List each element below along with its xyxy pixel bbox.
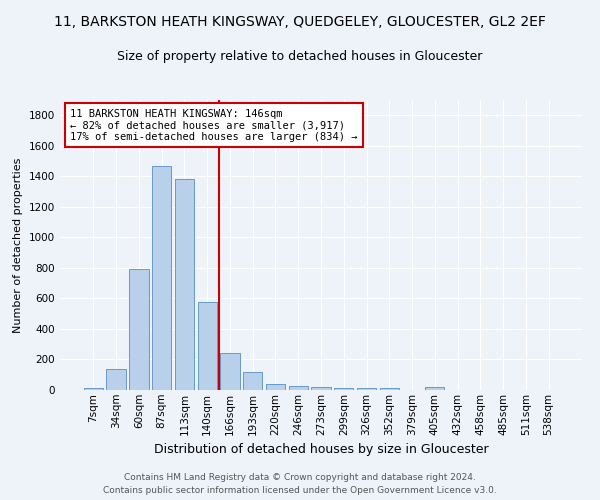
Bar bbox=[289, 386, 308, 390]
Text: Contains HM Land Registry data © Crown copyright and database right 2024.
Contai: Contains HM Land Registry data © Crown c… bbox=[103, 474, 497, 495]
Bar bbox=[197, 302, 217, 390]
Bar bbox=[425, 387, 445, 390]
Text: 11 BARKSTON HEATH KINGSWAY: 146sqm
← 82% of detached houses are smaller (3,917)
: 11 BARKSTON HEATH KINGSWAY: 146sqm ← 82%… bbox=[70, 108, 358, 142]
Bar bbox=[380, 388, 399, 390]
Bar bbox=[266, 384, 285, 390]
Bar bbox=[243, 372, 262, 390]
Y-axis label: Number of detached properties: Number of detached properties bbox=[13, 158, 23, 332]
Bar bbox=[311, 387, 331, 390]
Bar bbox=[357, 388, 376, 390]
Bar bbox=[152, 166, 172, 390]
Bar bbox=[175, 180, 194, 390]
Bar bbox=[334, 388, 353, 390]
Bar bbox=[106, 370, 126, 390]
Bar bbox=[129, 270, 149, 390]
Text: Size of property relative to detached houses in Gloucester: Size of property relative to detached ho… bbox=[118, 50, 482, 63]
Text: 11, BARKSTON HEATH KINGSWAY, QUEDGELEY, GLOUCESTER, GL2 2EF: 11, BARKSTON HEATH KINGSWAY, QUEDGELEY, … bbox=[54, 15, 546, 29]
Bar bbox=[220, 352, 239, 390]
X-axis label: Distribution of detached houses by size in Gloucester: Distribution of detached houses by size … bbox=[154, 443, 488, 456]
Bar bbox=[84, 388, 103, 390]
